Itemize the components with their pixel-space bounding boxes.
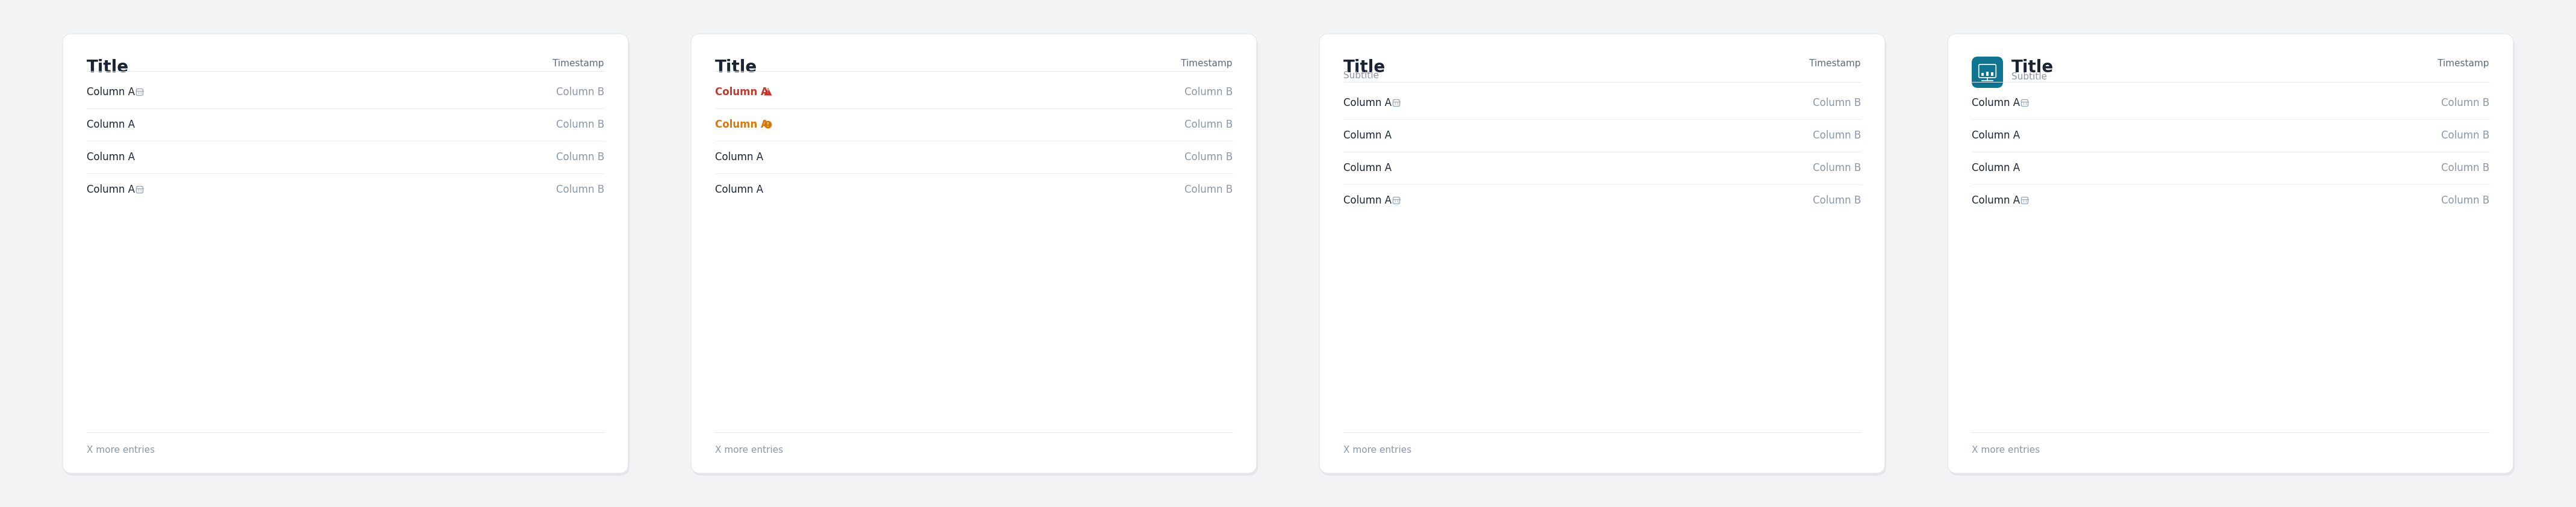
Text: Column A: Column A <box>716 87 768 97</box>
Text: Column A: Column A <box>1971 130 2020 141</box>
Text: Title: Title <box>716 59 757 76</box>
Text: Subtitle: Subtitle <box>1342 71 1378 80</box>
Text: Column A: Column A <box>716 184 762 195</box>
Text: X more entries: X more entries <box>1971 446 2040 455</box>
Text: Column B: Column B <box>1185 119 1234 130</box>
Text: X more entries: X more entries <box>716 446 783 455</box>
FancyBboxPatch shape <box>64 36 629 476</box>
Text: Column B: Column B <box>2442 130 2488 141</box>
Text: Timestamp: Timestamp <box>2437 59 2488 68</box>
Text: Column A: Column A <box>88 152 134 163</box>
FancyBboxPatch shape <box>1950 36 2514 476</box>
Text: Column A: Column A <box>716 119 768 130</box>
Text: Column A: Column A <box>1342 130 1391 141</box>
Text: Column A: Column A <box>1971 195 2020 206</box>
Text: Column A: Column A <box>1342 97 1391 108</box>
Text: Column B: Column B <box>556 152 605 163</box>
Circle shape <box>765 121 773 128</box>
Text: Title: Title <box>88 59 129 76</box>
Text: Column B: Column B <box>1185 152 1234 163</box>
Text: Column B: Column B <box>1814 195 1860 206</box>
Text: Column B: Column B <box>1814 163 1860 173</box>
Text: Column B: Column B <box>1814 130 1860 141</box>
Text: Column B: Column B <box>1185 87 1234 97</box>
Text: Column A: Column A <box>88 184 134 195</box>
Text: Subtitle: Subtitle <box>2012 73 2048 81</box>
Text: Column B: Column B <box>2442 163 2488 173</box>
Text: Column A: Column A <box>88 87 134 97</box>
FancyBboxPatch shape <box>1321 36 1886 476</box>
FancyBboxPatch shape <box>690 34 1257 473</box>
FancyBboxPatch shape <box>1947 34 2514 473</box>
Text: Column B: Column B <box>2442 97 2488 108</box>
Text: Column B: Column B <box>556 119 605 130</box>
Text: Column A: Column A <box>716 152 762 163</box>
Text: Column A: Column A <box>1342 195 1391 206</box>
Text: Column B: Column B <box>556 87 605 97</box>
Text: Column A: Column A <box>1342 163 1391 173</box>
Text: Timestamp: Timestamp <box>554 59 605 68</box>
Text: Column B: Column B <box>1814 97 1860 108</box>
Text: Title: Title <box>1342 59 1386 76</box>
Text: X more entries: X more entries <box>88 446 155 455</box>
FancyBboxPatch shape <box>1971 57 2004 88</box>
Text: Column A: Column A <box>1971 163 2020 173</box>
Text: Title: Title <box>2012 59 2053 76</box>
Text: Column A: Column A <box>88 119 134 130</box>
Text: Timestamp: Timestamp <box>1182 59 1234 68</box>
Text: Timestamp: Timestamp <box>1808 59 1860 68</box>
FancyBboxPatch shape <box>1319 34 1886 473</box>
Text: X more entries: X more entries <box>1342 446 1412 455</box>
Text: Column B: Column B <box>556 184 605 195</box>
FancyBboxPatch shape <box>693 36 1257 476</box>
FancyBboxPatch shape <box>62 34 629 473</box>
Text: Column A: Column A <box>1971 97 2020 108</box>
Text: Column B: Column B <box>1185 184 1234 195</box>
Text: Column B: Column B <box>2442 195 2488 206</box>
Polygon shape <box>765 88 773 95</box>
